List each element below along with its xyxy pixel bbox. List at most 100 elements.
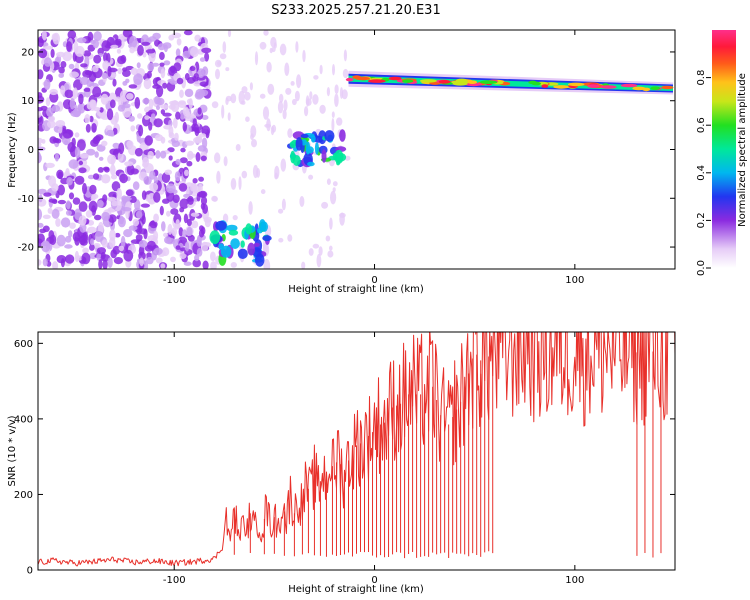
noise-blob [183,30,193,36]
noise-blob [121,207,132,212]
noise-blob [196,76,206,81]
noise-blob [198,190,208,198]
patch-blob [314,142,319,155]
noise-blob [199,57,206,62]
colorbar-tick-label: 0.8 [696,70,707,86]
patch-blob [334,152,347,162]
noise-blob [93,54,102,64]
noise-blob [58,73,64,78]
noise-blob [160,104,169,109]
noise-blob [156,97,165,106]
noise-blob [90,238,95,246]
noise-blob [102,259,108,269]
noise-blob [159,62,165,67]
noise-blob [41,30,47,41]
noise-blob [126,93,134,100]
patch-blob [254,253,265,267]
noise-blob [304,106,309,117]
noise-blob [162,82,168,89]
noise-blob [117,104,125,112]
noise-blob [52,32,60,45]
noise-blob [56,51,66,58]
noise-blob [281,198,286,211]
noise-blob [136,62,141,69]
noise-blob [334,93,339,107]
noise-blob [101,72,108,80]
noise-blob [148,198,154,205]
noise-blob [66,41,73,52]
noise-blob [48,198,58,203]
noise-blob [147,150,154,160]
noise-blob [176,38,182,46]
patch-blob [292,131,305,140]
noise-blob [149,220,158,229]
noise-blob [116,188,122,200]
noise-blob [326,178,331,185]
noise-blob [78,93,84,105]
noise-blob [60,217,71,228]
noise-blob [112,142,120,149]
noise-blob [327,250,334,258]
noise-blob [202,260,209,269]
noise-blob [129,35,138,48]
noise-blob [137,44,144,56]
noise-blob [263,259,271,269]
noise-blob [128,84,138,89]
noise-blob [144,135,153,146]
noise-blob [153,213,160,223]
noise-blob [182,121,187,132]
carrier-peak [553,85,570,89]
noise-blob [109,229,116,241]
noise-blob [235,144,241,151]
patch-blob [310,135,316,143]
noise-blob [83,87,92,92]
noise-blob [101,140,108,147]
noise-blob [74,146,81,159]
noise-blob [141,190,147,200]
noise-blob [221,104,225,119]
noise-blob [325,235,331,242]
noise-blob [45,162,55,168]
noise-blob [164,236,172,244]
noise-blob [331,118,335,132]
noise-blob [110,174,118,180]
noise-blob [210,251,216,262]
noise-blob [280,158,287,172]
noise-blob [241,86,248,94]
noise-blob [259,41,267,50]
noise-blob [74,132,80,138]
noise-blob [232,215,238,221]
noise-blob [195,135,203,143]
noise-blob [147,62,155,72]
noise-blob [79,222,87,233]
noise-blob [262,106,270,120]
noise-blob [138,124,144,137]
noise-blob [312,94,319,105]
noise-blob [319,104,326,114]
noise-blob [166,183,176,194]
spectrogram-heatmap [38,30,674,269]
noise-blob [162,112,172,117]
noise-blob [84,114,91,124]
noise-blob [185,140,195,146]
spectrogram-x-axis-label: Height of straight line (km) [288,284,424,295]
spectrogram-y-axis-label: Frequency (Hz) [7,112,18,188]
noise-blob [163,124,173,130]
noise-blob [132,181,140,191]
noise-blob [329,217,333,230]
noise-blob [130,67,138,76]
carrier-peak [438,80,451,84]
noise-blob [112,245,121,255]
noise-blob [65,168,70,177]
noise-blob [119,173,128,184]
noise-blob [283,99,288,112]
y-tick-label: -10 [18,194,34,205]
noise-blob [332,187,336,193]
noise-blob [117,151,124,162]
noise-blob [331,111,335,118]
noise-blob [93,173,100,180]
colorbar: 0.0 0.2 0.4 0.6 0.8 Normalized spectral ampl… [696,30,748,276]
x-tick-label: 0 [371,575,377,586]
noise-blob [98,156,104,161]
noise-blob [183,261,192,266]
